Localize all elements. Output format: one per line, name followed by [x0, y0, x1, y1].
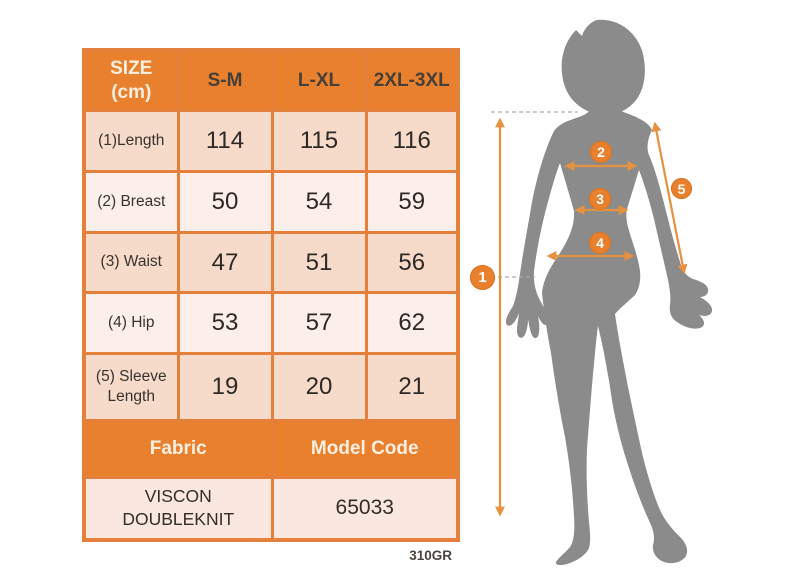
cell-value: 47 — [176, 230, 274, 295]
measure-marker-breast: 2 — [590, 141, 612, 163]
row-label: (2) Breast — [82, 169, 180, 234]
cell-value: 50 — [176, 169, 274, 234]
cell-value: 20 — [270, 352, 368, 423]
table-row-waist: (3) Waist 47 51 56 — [82, 230, 460, 295]
measure-marker-length: 1 — [470, 265, 495, 290]
table-row-length: (1)Length 114 115 116 — [82, 109, 460, 173]
cell-value: 59 — [364, 169, 460, 234]
cell-value: 53 — [176, 291, 274, 356]
cell-value: 57 — [270, 291, 368, 356]
cell-value: 51 — [270, 230, 368, 295]
cell-value: 114 — [176, 109, 274, 173]
model-code-header: Model Code — [270, 419, 460, 479]
cell-value: 21 — [364, 352, 460, 423]
fabric-value: VISCON DOUBLEKNIT — [82, 475, 274, 542]
cell-value: 56 — [364, 230, 460, 295]
row-label: (3) Waist — [82, 230, 180, 295]
column-header-2xl3xl: 2XL-3XL — [364, 48, 460, 113]
row-label: (4) Hip — [82, 291, 180, 356]
table-footer-header-row: Fabric Model Code — [82, 419, 460, 479]
measure-marker-sleeve: 5 — [671, 178, 692, 199]
row-label: (1)Length — [82, 109, 180, 173]
cell-value: 62 — [364, 291, 460, 356]
silhouette-body — [505, 102, 713, 566]
measure-marker-hip: 4 — [589, 232, 611, 254]
column-header-sm: S-M — [176, 48, 274, 113]
measure-marker-waist: 3 — [589, 188, 611, 210]
table-row-breast: (2) Breast 50 54 59 — [82, 169, 460, 234]
cell-value: 54 — [270, 169, 368, 234]
cell-value: 115 — [270, 109, 368, 173]
table-row-hip: (4) Hip 53 57 62 — [82, 291, 460, 356]
sleeve-arrow — [651, 121, 688, 275]
row-label: (5) Sleeve Length — [82, 352, 180, 423]
table-row-sleeve: (5) Sleeve Length 19 20 21 — [82, 352, 460, 423]
column-header-lxl: L-XL — [270, 48, 368, 113]
silhouette-head — [561, 19, 645, 115]
table-footer-values-row: VISCON DOUBLEKNIT 65033 — [82, 475, 460, 542]
model-code-value: 65033 — [270, 475, 460, 542]
size-unit-header: SIZE (cm) — [82, 48, 180, 113]
size-table: SIZE (cm) S-M L-XL 2XL-3XL (1)Length 114… — [82, 48, 460, 542]
cell-value: 19 — [176, 352, 274, 423]
cell-value: 116 — [364, 109, 460, 173]
fabric-header: Fabric — [82, 419, 274, 479]
fabric-weight-note: 310GR — [409, 548, 452, 563]
table-header-row: SIZE (cm) S-M L-XL 2XL-3XL — [82, 48, 460, 113]
